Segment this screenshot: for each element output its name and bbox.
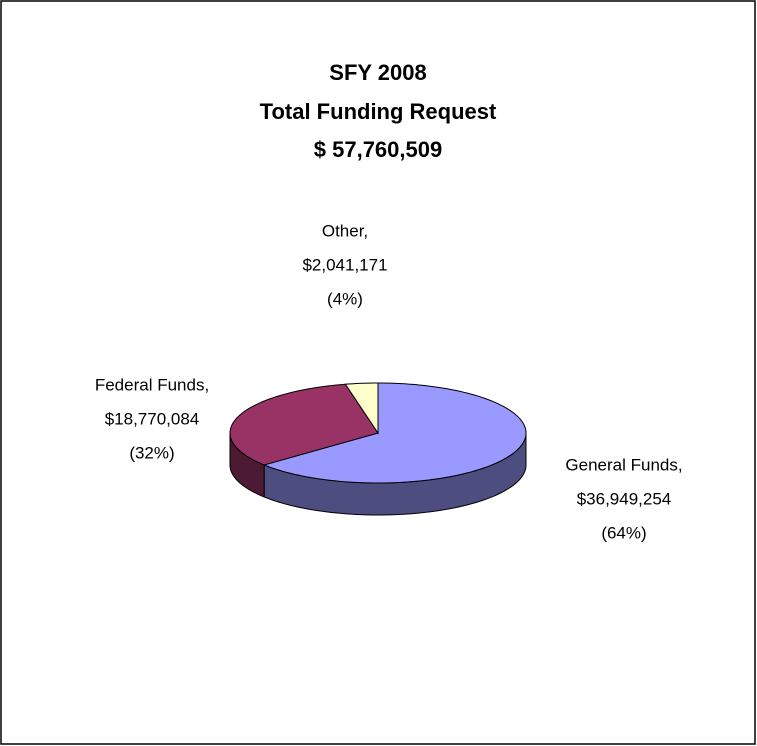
slice-label: General Funds,	[565, 455, 682, 474]
percent-label: (64%)	[601, 523, 646, 542]
value-label: $2,041,171	[302, 255, 387, 274]
percent-label: (32%)	[129, 443, 174, 462]
value-label: $18,770,084	[105, 409, 200, 428]
chart-title: Total Funding Request	[260, 99, 497, 124]
slice	[344, 382, 379, 435]
slice	[229, 383, 379, 466]
slice-label: Federal Funds,	[95, 375, 209, 394]
chart-title: $ 57,760,509	[314, 137, 442, 162]
chart-title: SFY 2008	[329, 60, 426, 85]
value-label: $36,949,254	[577, 489, 672, 508]
percent-label: (4%)	[327, 289, 363, 308]
slice-label: Other,	[322, 221, 368, 240]
slice	[262, 382, 527, 484]
